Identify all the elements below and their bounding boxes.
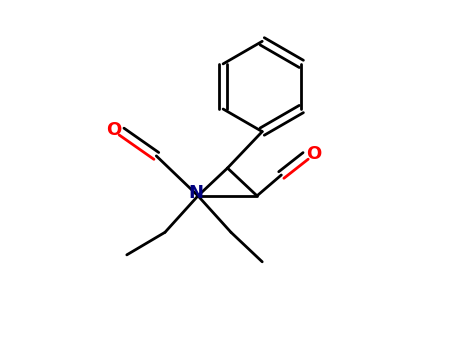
Text: N: N bbox=[189, 184, 204, 202]
Text: O: O bbox=[106, 121, 121, 139]
Text: O: O bbox=[306, 145, 321, 163]
